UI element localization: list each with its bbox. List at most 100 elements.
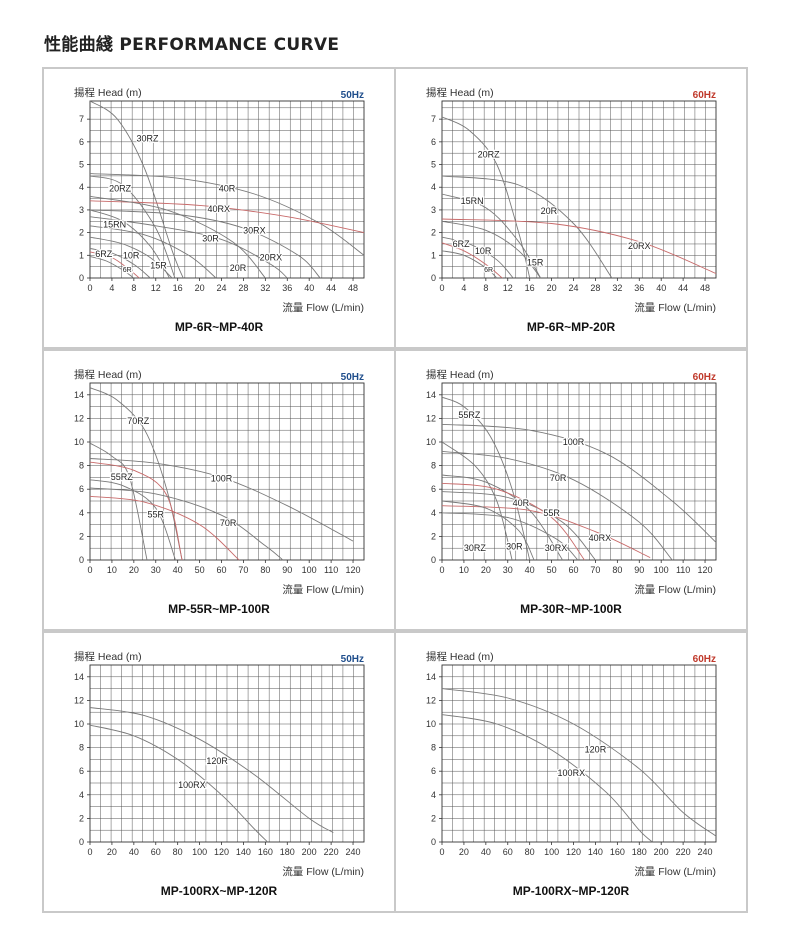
series-line-20rx <box>89 216 288 279</box>
x-tick-label: 12 <box>503 283 513 293</box>
y-tick-label: 2 <box>431 531 436 541</box>
x-tick-label: 40 <box>481 847 491 857</box>
frequency-label: 50Hz <box>341 372 364 383</box>
series-label-100rx: 100RX <box>558 768 586 778</box>
x-tick-label: 50 <box>547 565 557 575</box>
x-tick-label: 8 <box>131 283 136 293</box>
series-label-30rz: 30RZ <box>464 543 487 553</box>
series-line-55rz <box>89 442 148 561</box>
x-tick-label: 48 <box>700 283 710 293</box>
x-tick-label: 10 <box>107 565 117 575</box>
y-tick-label: 4 <box>79 182 84 192</box>
y-axis-label: 揚程 Head (m) <box>74 650 142 663</box>
series-line-15r <box>89 236 173 279</box>
y-tick-label: 14 <box>74 390 84 400</box>
y-tick-label: 7 <box>431 114 436 124</box>
series-label-100r: 100R <box>563 437 585 447</box>
y-tick-label: 4 <box>431 182 436 192</box>
series-line-55r <box>89 479 176 561</box>
y-axis-label: 揚程 Head (m) <box>426 368 494 381</box>
frequency-label: 50Hz <box>341 90 364 101</box>
x-tick-label: 40 <box>304 283 314 293</box>
series-line-40r <box>89 173 365 256</box>
x-tick-label: 80 <box>260 565 270 575</box>
x-tick-label: 16 <box>525 283 535 293</box>
series-line-100r <box>89 458 354 542</box>
y-axis-label: 揚程 Head (m) <box>426 650 494 663</box>
series-label-120r: 120R <box>585 744 607 754</box>
chart-title: MP-55R~MP-100R <box>168 602 270 616</box>
y-axis-label: 揚程 Head (m) <box>74 86 142 99</box>
series-label-20r: 20R <box>230 263 247 273</box>
series-label-120r: 120R <box>206 756 228 766</box>
series-label-6r: 6R <box>123 267 132 274</box>
y-tick-label: 12 <box>426 413 436 423</box>
x-tick-label: 4 <box>461 283 466 293</box>
y-tick-label: 8 <box>431 461 436 471</box>
series-line-30r <box>441 500 535 561</box>
y-axis-label: 揚程 Head (m) <box>74 368 142 381</box>
series-label-70r: 70R <box>220 518 237 528</box>
series-label-30rx: 30RX <box>545 543 568 553</box>
series-label-100rx: 100RX <box>178 780 206 790</box>
frequency-label: 60Hz <box>693 90 716 101</box>
y-tick-label: 0 <box>431 837 436 847</box>
series-label-15r: 15R <box>527 258 544 268</box>
y-tick-label: 2 <box>431 228 436 238</box>
y-tick-label: 0 <box>431 273 436 283</box>
series-line-100rx <box>89 724 268 843</box>
y-tick-label: 10 <box>426 719 436 729</box>
chart-panel-mp-30r-100r-60hz: 揚程 Head (m) 60Hz 0 10 20 30 40 50 60 70 80 90 100 110… <box>396 351 746 629</box>
x-tick-label: 24 <box>217 283 227 293</box>
y-tick-label: 12 <box>74 413 84 423</box>
x-tick-label: 40 <box>656 283 666 293</box>
y-tick-label: 3 <box>79 205 84 215</box>
series-line-40rx <box>441 505 651 559</box>
x-tick-label: 0 <box>439 847 444 857</box>
x-tick-label: 220 <box>324 847 339 857</box>
x-tick-label: 70 <box>590 565 600 575</box>
x-tick-label: 16 <box>173 283 183 293</box>
y-tick-label: 0 <box>431 555 436 565</box>
x-tick-label: 36 <box>282 283 292 293</box>
chart-title: MP-6R~MP-20R <box>526 320 616 334</box>
series-label-6r: 6R <box>484 267 493 274</box>
y-tick-label: 6 <box>431 137 436 147</box>
series-line-70r <box>89 487 284 561</box>
x-tick-label: 180 <box>280 847 295 857</box>
chart-panel-mp-6r-20r-60hz: 揚程 Head (m) 60Hz 0 4 8 12 16 20 24 28 32 36 40 44 48 0 1… <box>396 69 746 347</box>
plot-frame <box>441 382 717 561</box>
series-line-55r <box>441 491 596 561</box>
x-tick-label: 20 <box>459 847 469 857</box>
x-tick-label: 20 <box>195 283 205 293</box>
y-tick-label: 10 <box>426 437 436 447</box>
series-label-10r: 10R <box>123 250 140 260</box>
x-tick-label: 80 <box>525 847 535 857</box>
series-line-100r <box>441 423 717 543</box>
series-line-30rx <box>89 209 321 279</box>
y-tick-label: 2 <box>79 531 84 541</box>
x-tick-label: 240 <box>346 847 361 857</box>
x-axis-label: 流量 Flow (L/min) <box>282 865 364 878</box>
frequency-label: 50Hz <box>341 654 364 665</box>
series-line-40rx <box>89 200 365 234</box>
series-line-20r <box>441 175 613 279</box>
x-tick-label: 200 <box>302 847 317 857</box>
y-tick-label: 0 <box>79 555 84 565</box>
plot-frame <box>89 382 365 561</box>
x-axis-label: 流量 Flow (L/min) <box>634 583 716 596</box>
series-line-6r <box>441 250 498 279</box>
series-label-40r: 40R <box>219 183 236 193</box>
x-tick-label: 110 <box>324 565 338 575</box>
series-label-55rz: 55RZ <box>458 410 481 420</box>
y-tick-label: 10 <box>74 719 84 729</box>
series-line-20rx <box>441 218 717 274</box>
x-tick-label: 32 <box>612 283 622 293</box>
series-label-70rz: 70RZ <box>127 416 150 426</box>
chart-panel-mp-6r-40r-50hz: 揚程 Head (m) 50Hz 0 4 8 12 16 20 24 28 32 36 40 44 48 0 1… <box>44 69 394 347</box>
chart-title: MP-6R~MP-40R <box>174 320 264 334</box>
x-tick-label: 36 <box>634 283 644 293</box>
x-tick-label: 4 <box>109 283 114 293</box>
series-label-20rz: 20RZ <box>478 149 501 159</box>
x-tick-label: 24 <box>569 283 579 293</box>
